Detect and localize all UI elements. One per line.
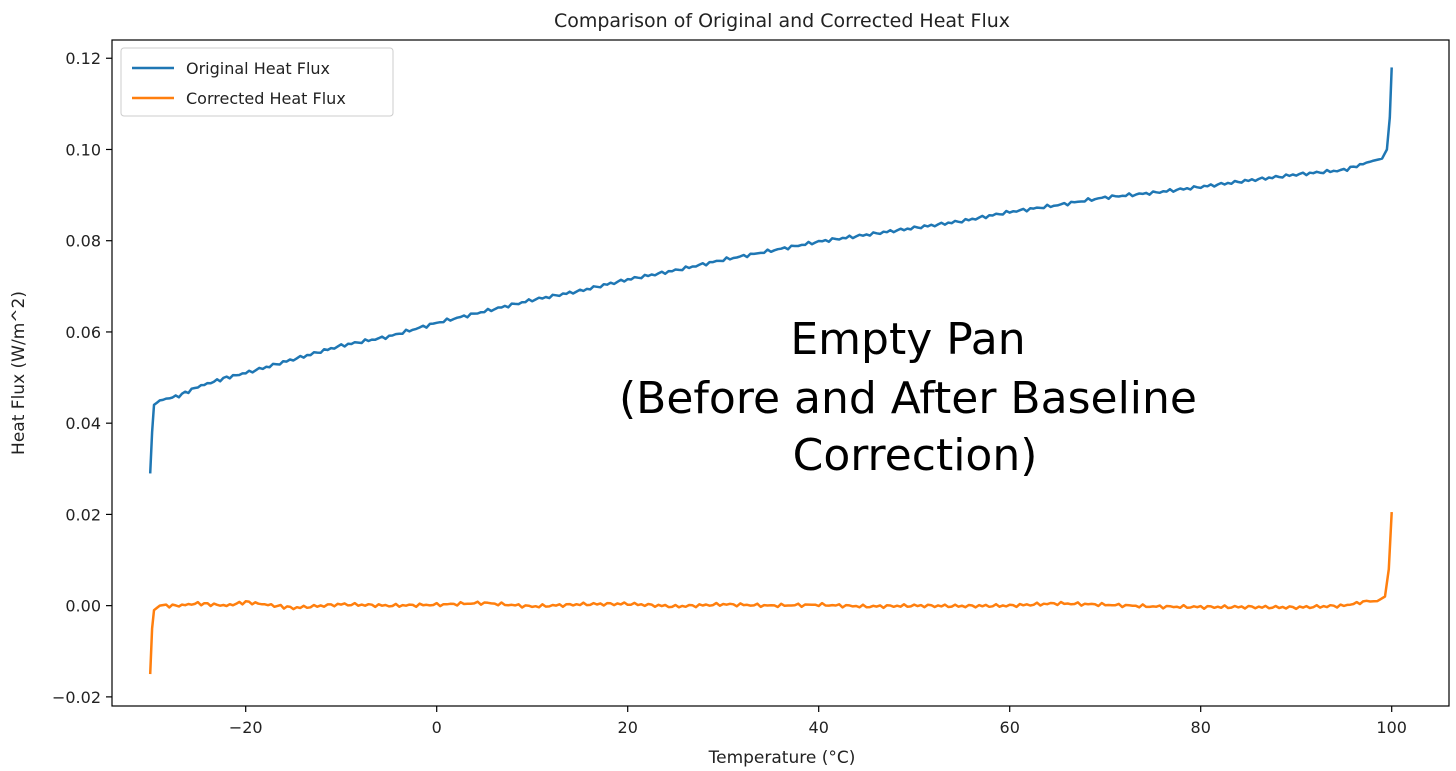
y-tick-label: 0.12 <box>65 49 101 68</box>
x-tick-label: −20 <box>229 718 263 737</box>
annotation-line-1: Empty Pan <box>790 314 1025 365</box>
x-tick-label: 80 <box>1191 718 1211 737</box>
y-tick-label: 0.10 <box>65 140 101 159</box>
legend-label-corrected: Corrected Heat Flux <box>186 89 346 108</box>
legend-label-original: Original Heat Flux <box>186 59 330 78</box>
annotation-text: Empty Pan (Before and After Baseline Cor… <box>619 314 1211 481</box>
y-axis-label: Heat Flux (W/m^2) <box>9 291 29 455</box>
x-tick-label: 100 <box>1376 718 1407 737</box>
legend-box <box>120 47 394 117</box>
y-tick-label: 0.00 <box>65 597 101 616</box>
y-tick-label: −0.02 <box>52 688 101 707</box>
legend: Original Heat Flux Corrected Heat Flux <box>120 47 394 117</box>
x-axis-label: Temperature (°C) <box>708 748 856 768</box>
chart-title: Comparison of Original and Corrected Hea… <box>554 10 1010 32</box>
x-axis-ticks: −20 0 20 40 60 80 100 <box>229 706 1407 737</box>
x-tick-label: 20 <box>618 718 638 737</box>
series-line-corrected <box>148 512 1393 675</box>
x-tick-label: 0 <box>432 718 442 737</box>
y-tick-label: 0.08 <box>65 232 101 251</box>
x-tick-label: 40 <box>809 718 829 737</box>
y-tick-label: 0.04 <box>65 414 101 433</box>
annotation-line-3: Correction) <box>793 430 1038 481</box>
series-line-original <box>148 67 1393 474</box>
y-tick-label: 0.06 <box>65 323 101 342</box>
plot-area-frame <box>111 39 1450 707</box>
y-axis-ticks: −0.02 0.00 0.02 0.04 0.06 0.08 0.10 0.12 <box>52 49 112 707</box>
series-lines <box>148 67 1393 675</box>
annotation-line-2: (Before and After Baseline <box>619 373 1197 424</box>
x-tick-label: 60 <box>1000 718 1020 737</box>
y-tick-label: 0.02 <box>65 505 101 524</box>
